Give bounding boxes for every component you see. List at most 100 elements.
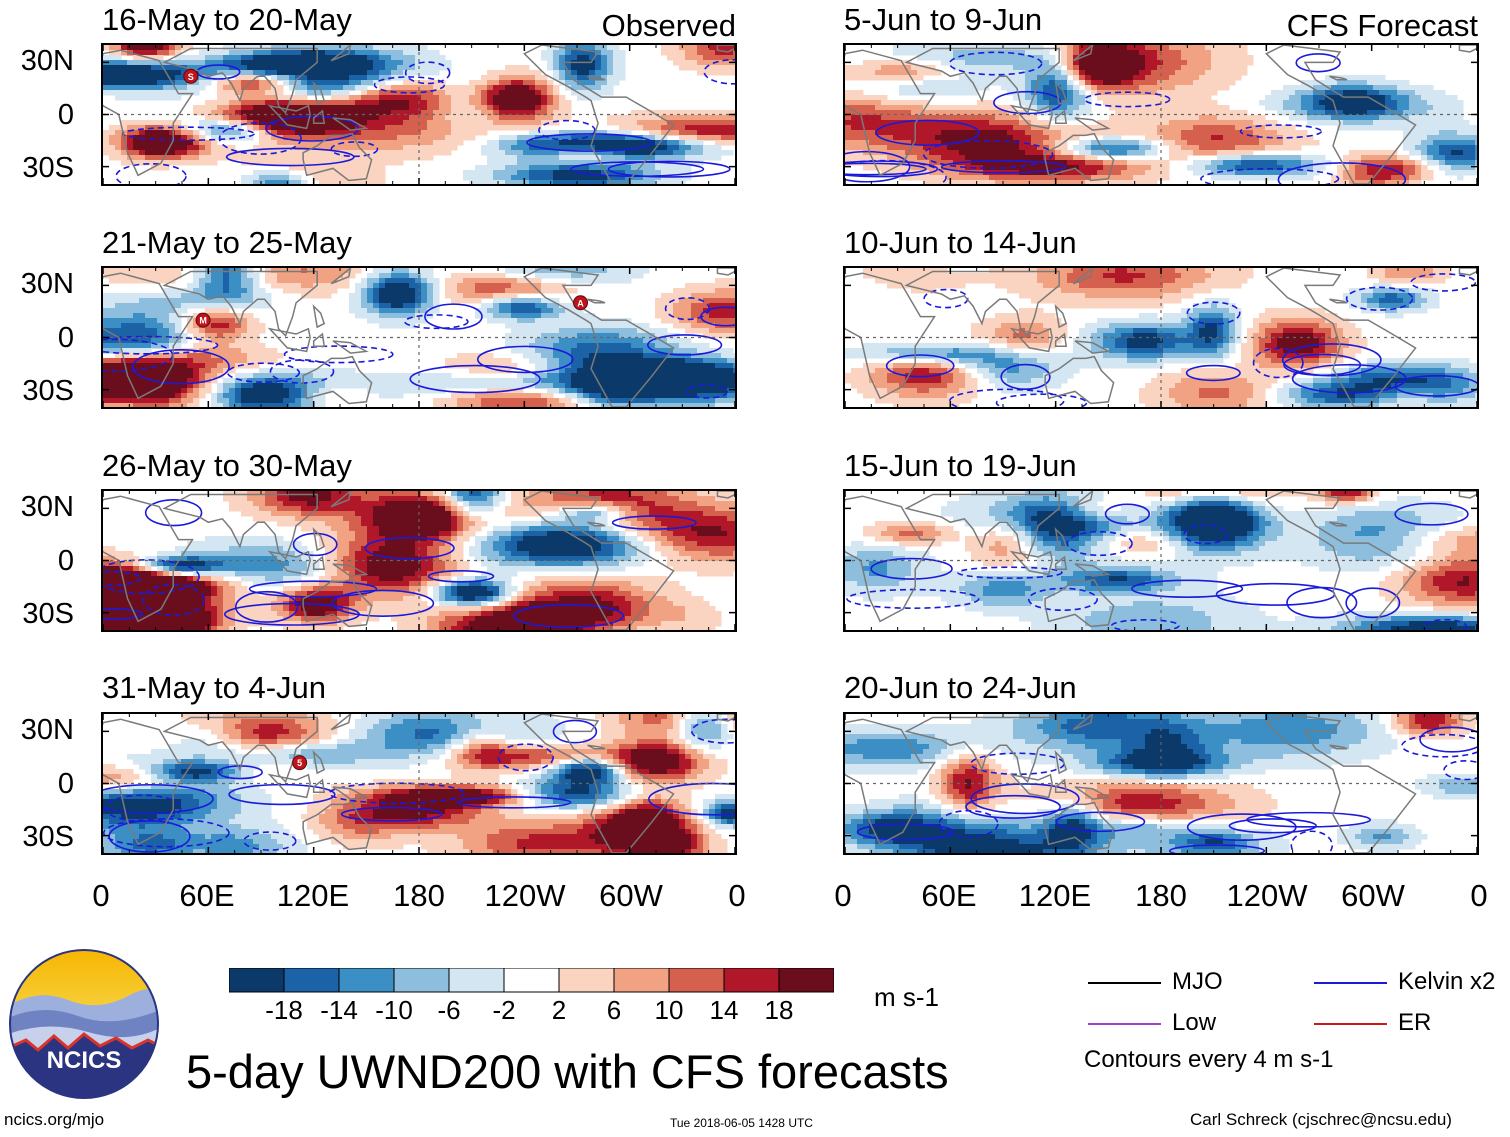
coastline (332, 117, 369, 131)
observed-panel-title-4: 31-May to 4-Jun (102, 670, 326, 705)
coastline (587, 521, 606, 527)
coastline (523, 268, 675, 407)
storm-marker-label: 5 (297, 758, 302, 768)
legend-line-kelvin-x2 (1314, 982, 1387, 984)
coastline (523, 714, 675, 853)
site-link[interactable]: ncics.org/mjo (4, 1110, 105, 1129)
coastline (162, 716, 318, 784)
coastline (312, 527, 326, 552)
legend-label: Low (1172, 1009, 1217, 1036)
storm-marker: A (573, 295, 589, 311)
coastline (845, 49, 936, 177)
colorbar-tick-label: -6 (437, 995, 461, 1025)
coastline (332, 340, 369, 354)
lat-tick-label: 30N (20, 490, 74, 523)
observed-header: Observed (601, 8, 736, 43)
coastline (103, 49, 194, 177)
coastline (302, 578, 373, 628)
forecast-panel-3 (843, 489, 1479, 632)
coastline (162, 493, 318, 561)
coastline (1329, 744, 1348, 750)
lon-tick-label: 0 (92, 878, 110, 913)
storm-marker: 5 (292, 755, 308, 771)
coastline (312, 81, 326, 106)
coastline (716, 714, 735, 722)
coastline (587, 75, 606, 81)
coastline (302, 355, 373, 405)
observed-panel-title-1: 16-May to 20-May (102, 2, 352, 37)
lon-tick-label: 120W (484, 878, 566, 913)
coastline (1074, 117, 1111, 131)
coastline (1054, 750, 1068, 775)
coastline (1458, 45, 1477, 53)
forecast-panel-title-3: 15-Jun to 19-Jun (844, 448, 1077, 483)
coastline (312, 109, 326, 124)
colorbar-tick-label: 2 (551, 995, 567, 1025)
colorbar-swatch (283, 967, 340, 993)
lat-tick-label: 0 (57, 98, 74, 131)
coastline (1074, 786, 1111, 800)
coastline (302, 132, 373, 182)
coastline (1072, 714, 1094, 731)
lon-tick-label: 60E (921, 878, 977, 913)
uwnd-field (103, 491, 735, 630)
coastline (332, 563, 369, 577)
coastline (1054, 304, 1068, 329)
uwnd-field (845, 491, 1477, 630)
lat-tick-label: 30N (20, 44, 74, 77)
coastline (716, 268, 735, 276)
observed-panel-1: S (101, 43, 737, 186)
coastline (523, 45, 675, 184)
colorbar-swatch (668, 967, 725, 993)
observed-panel-title-2: 21-May to 25-May (102, 225, 352, 260)
colorbar-tick-label: -10 (375, 995, 413, 1025)
lat-tick-label: 30N (20, 713, 74, 746)
coastline (1044, 132, 1115, 182)
coastline (904, 47, 1060, 115)
uwnd-field: 5 (103, 714, 735, 853)
coastline (587, 298, 606, 304)
lon-tick-label: 60E (179, 878, 235, 913)
coastline (1054, 81, 1068, 106)
coastline (312, 332, 326, 347)
colorbar-swatch (778, 967, 835, 993)
coastline (267, 327, 311, 353)
coastline (312, 750, 326, 775)
colorbar-swatch (503, 967, 560, 993)
coastline (1054, 109, 1068, 124)
coastline (1329, 521, 1348, 527)
coastline (523, 491, 675, 630)
coastline (904, 716, 1060, 784)
coastline (267, 773, 311, 799)
contour-note: Contours every 4 m s-1 (1084, 1046, 1334, 1073)
coastline (1265, 268, 1417, 407)
storm-marker-label: M (199, 316, 207, 326)
coastline (330, 714, 352, 731)
colorbar-swatch (393, 967, 450, 993)
coastline (312, 304, 326, 329)
uwnd-field: S (103, 45, 735, 184)
colorbar-units: m s-1 (874, 982, 939, 1012)
lon-tick-label: 0 (834, 878, 852, 913)
ncics-logo: NCICS (8, 948, 160, 1100)
coastline (1044, 801, 1115, 851)
coastline (1054, 555, 1068, 570)
lon-tick-label: 60W (599, 878, 663, 913)
coastline (1054, 527, 1068, 552)
lat-tick-label: 30N (20, 267, 74, 300)
coastline (103, 495, 194, 623)
colorbar-swatch (613, 967, 670, 993)
coastline (267, 104, 311, 130)
colorbar (228, 967, 835, 999)
lon-tick-label: 180 (1135, 878, 1187, 913)
colorbar-tick-label: 14 (709, 995, 739, 1025)
timestamp: Tue 2018-06-05 1428 UTC (670, 1116, 813, 1130)
coastline (302, 801, 373, 851)
lon-tick-label: 0 (728, 878, 746, 913)
coastline (330, 268, 352, 285)
coastline (330, 491, 352, 508)
coastline (312, 778, 326, 793)
coastline (1265, 714, 1417, 853)
coastline (103, 272, 194, 400)
